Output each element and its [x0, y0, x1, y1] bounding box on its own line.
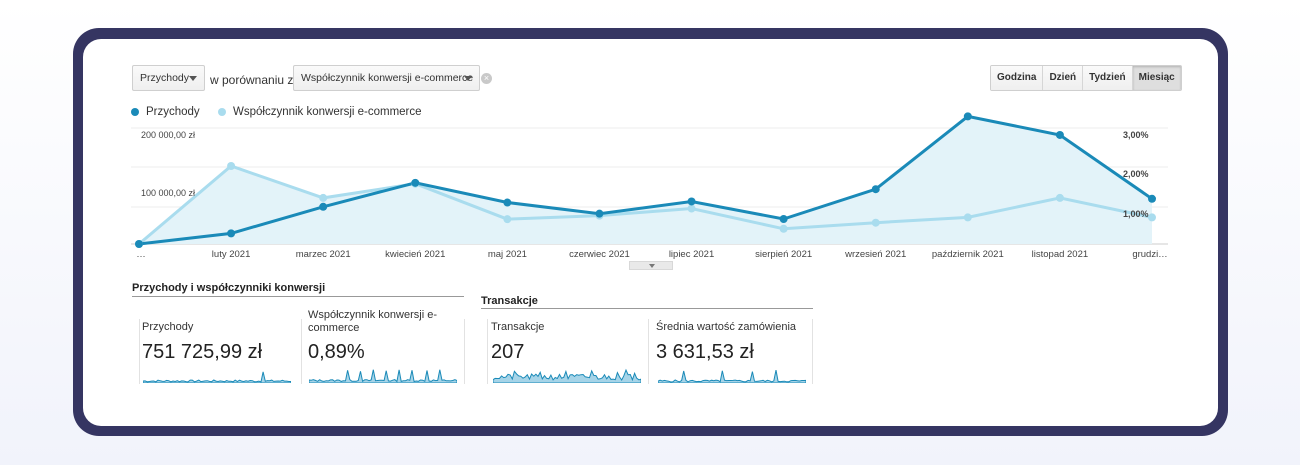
- x-tick-label: luty 2021: [211, 249, 251, 260]
- analytics-card: Przychody w porównaniu z: Współczynnik k…: [83, 39, 1218, 426]
- conversion-point: [687, 204, 696, 213]
- x-tick-label: listopad 2021: [1031, 249, 1089, 260]
- y-right-tick: 3,00%: [1123, 130, 1149, 140]
- y-left-tick: 200 000,00 zł: [141, 130, 196, 140]
- metric-divider: [812, 319, 813, 384]
- x-tick-label: …: [136, 249, 146, 260]
- legend-item-conversion[interactable]: Współczynnik konwersji e-commerce: [218, 106, 422, 118]
- conversion-rate-line: [138, 164, 1153, 246]
- comparison-label: w porównaniu z:: [210, 73, 297, 87]
- clear-comparison-icon[interactable]: ×: [481, 73, 492, 84]
- metric2-dropdown[interactable]: Współczynnik konwersji e-commerce: [293, 65, 480, 91]
- legend-dot-icon: [218, 108, 226, 116]
- x-tick-label: maj 2021: [487, 249, 527, 260]
- section-divider: [132, 296, 464, 297]
- metric-divider: [487, 319, 488, 384]
- granularity-hour-button[interactable]: Godzina: [991, 66, 1044, 90]
- section-divider: [481, 308, 813, 309]
- revenue-point: [319, 202, 328, 211]
- sparkline-path: [143, 371, 291, 383]
- metric-divider: [464, 319, 465, 384]
- revenue-point: [871, 185, 880, 194]
- granularity-day-button[interactable]: Dzień: [1043, 66, 1084, 90]
- revenue-point: [135, 240, 143, 248]
- sparkline-path: [493, 368, 641, 383]
- sparkline-revenue: [143, 371, 291, 383]
- section-title: Przychody i współczynniki konwersji: [132, 282, 326, 294]
- legend-label: Współczynnik konwersji e-commerce: [233, 106, 422, 118]
- granularity-week-button[interactable]: Tydzień: [1083, 66, 1133, 90]
- metric-value-revenue: 751 725,99 zł: [142, 341, 263, 363]
- chart-collapse-toggle[interactable]: [629, 261, 673, 270]
- revenue-point: [411, 178, 420, 187]
- chevron-down-icon: [464, 76, 472, 81]
- metric-label-avg-order: Średnia wartość zamówienia: [656, 321, 797, 333]
- metric1-dropdown-label: Przychody: [140, 72, 190, 84]
- sparkline-transactions: [493, 368, 641, 383]
- metric-label-transactions: Transakcje: [491, 321, 545, 333]
- metric-label-revenue: Przychody: [142, 321, 194, 333]
- revenue-point: [963, 112, 972, 121]
- conversion-point: [1148, 213, 1156, 222]
- conversion-point: [963, 213, 972, 222]
- y-right-tick: 2,00%: [1123, 169, 1149, 179]
- conversion-point: [319, 193, 328, 202]
- conversion-point: [503, 215, 512, 224]
- x-tick-label: październik 2021: [931, 249, 1004, 260]
- metric-divider: [648, 319, 649, 384]
- revenue-point: [779, 215, 788, 224]
- x-tick-label: kwiecień 2021: [385, 249, 446, 260]
- sparkline-path: [309, 369, 457, 383]
- revenue-point: [503, 198, 512, 207]
- x-tick-label: wrzesień 2021: [845, 249, 907, 260]
- x-tick-label: marzec 2021: [295, 249, 351, 260]
- granularity-selector: Godzina Dzień Tydzień Miesiąc: [990, 65, 1182, 91]
- sparkline-avg-order: [658, 370, 806, 383]
- metric-value-transactions: 207: [491, 341, 525, 363]
- metric-divider: [139, 319, 140, 384]
- conversion-point: [227, 162, 236, 170]
- x-tick-label: lipiec 2021: [668, 249, 715, 260]
- metric-divider: [301, 319, 302, 384]
- revenue-point: [227, 229, 236, 238]
- x-tick-label: grudzi…: [1132, 249, 1168, 260]
- legend-label: Przychody: [146, 106, 200, 118]
- sparkline-path: [658, 370, 806, 383]
- revenue-line: [138, 114, 1153, 246]
- line-chart: [131, 112, 1168, 248]
- x-tick-label: sierpień 2021: [755, 249, 813, 260]
- granularity-month-button[interactable]: Miesiąc: [1132, 66, 1181, 90]
- y-left-tick: 100 000,00 zł: [141, 188, 196, 198]
- conversion-point: [871, 218, 880, 227]
- metric-value-conversion: 0,89%: [308, 341, 365, 363]
- sparkline-conversion: [309, 369, 457, 383]
- legend-dot-icon: [131, 108, 139, 116]
- conversion-point: [779, 224, 788, 233]
- metric-label-conversion: Współczynnik konwersji e-commerce: [308, 309, 437, 334]
- legend-item-revenue[interactable]: Przychody: [131, 106, 200, 118]
- conversion-point: [1055, 193, 1064, 202]
- section-title: Transakcje: [481, 295, 538, 307]
- metric-value-avg-order: 3 631,53 zł: [656, 341, 754, 363]
- metric2-dropdown-label: Współczynnik konwersji e-commerce: [301, 72, 474, 84]
- y-right-tick: 1,00%: [1123, 209, 1149, 219]
- revenue-point: [1148, 194, 1156, 203]
- revenue-area: [139, 116, 1152, 244]
- revenue-point: [687, 197, 696, 206]
- revenue-point: [1055, 130, 1064, 139]
- chevron-down-icon: [189, 76, 197, 81]
- revenue-point: [595, 209, 604, 218]
- metric1-dropdown[interactable]: Przychody: [132, 65, 205, 91]
- x-tick-label: czerwiec 2021: [569, 249, 630, 260]
